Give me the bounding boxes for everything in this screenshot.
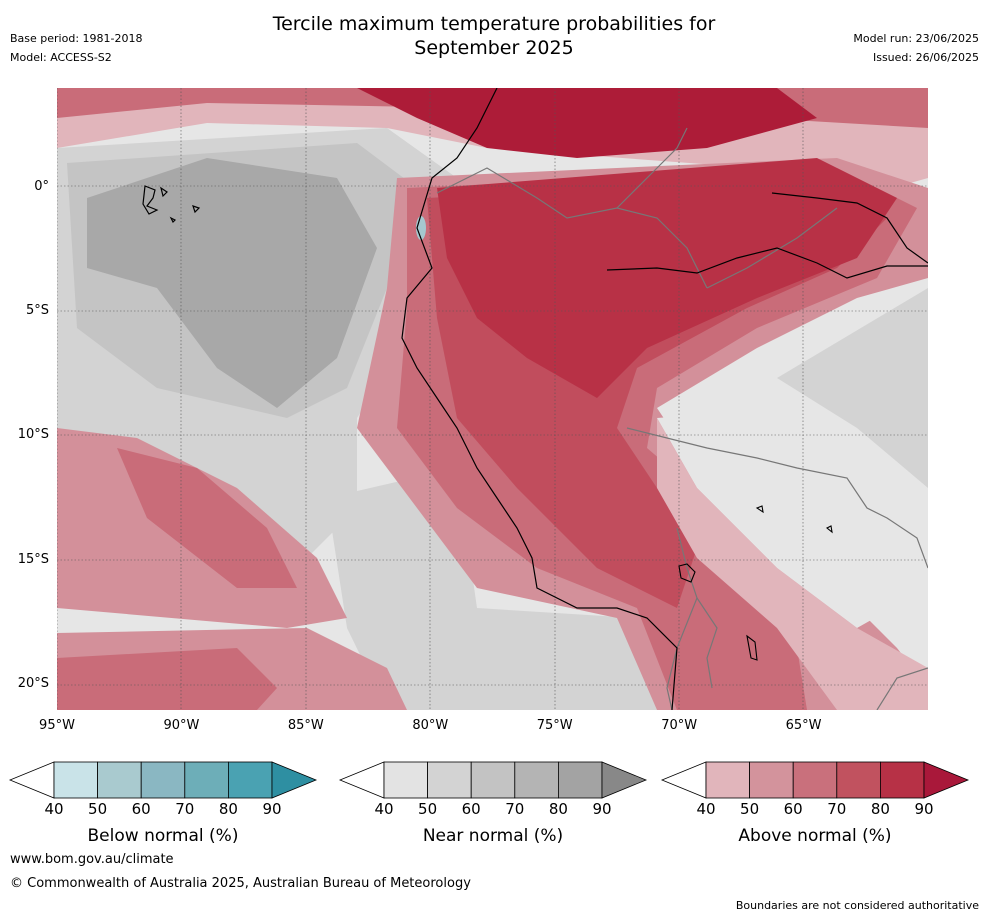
- colorbar-min-extension: [338, 761, 385, 799]
- footer-disclaimer: Boundaries are not considered authoritat…: [735, 899, 979, 912]
- colorbar-segment: [227, 761, 273, 799]
- lon-tick-label: 90°W: [163, 718, 200, 733]
- colorbar-segment: [514, 761, 559, 799]
- colorbar-tick-label: 50: [740, 800, 760, 818]
- above-normal-continent-80: [437, 158, 897, 398]
- lat-tick-label: 10°S: [17, 427, 49, 443]
- model-name: Model: ACCESS-S2: [10, 51, 112, 64]
- map-fill-layer: [57, 88, 928, 710]
- colorbar-tick-label: 40: [696, 800, 716, 818]
- colorbar-segment: [470, 761, 516, 799]
- colorbar-tick-label: 50: [88, 800, 108, 818]
- lat-tick-label: 0°: [34, 178, 49, 194]
- colorbar-tick-label: 70: [505, 800, 525, 818]
- galapagos-islands: [142, 185, 201, 224]
- colorbar-segment: [880, 761, 925, 799]
- colorbars: [8, 761, 970, 799]
- colorbar-min-extension: [8, 761, 55, 799]
- lat-tick-label: 5°S: [25, 302, 49, 318]
- graticule: [57, 88, 928, 710]
- title-line-1: Tercile maximum temperature probabilitie…: [272, 13, 716, 35]
- base-period: Base period: 1981-2018: [10, 32, 143, 45]
- colorbar-tick-label: 80: [218, 800, 238, 818]
- title-line-2: September 2025: [414, 37, 574, 59]
- probability-map: [57, 88, 928, 710]
- colorbar-segment: [792, 761, 838, 799]
- colorbar-segment: [427, 761, 472, 799]
- footer-copyright: © Commonwealth of Australia 2025, Austra…: [10, 876, 471, 891]
- colorbar-tick-label: 40: [44, 800, 64, 818]
- colorbar-tick-label: 60: [783, 800, 803, 818]
- footer-url: www.bom.gov.au/climate: [10, 852, 174, 867]
- colorbar-min-extension: [660, 761, 707, 799]
- colorbar-above-normal: [660, 761, 970, 799]
- lon-tick-label: 70°W: [661, 718, 698, 733]
- country-borders: [436, 127, 928, 710]
- near-normal-east-mid: [777, 288, 928, 488]
- above-normal-east-edge: [657, 418, 928, 710]
- colorbar-tick-label: 90: [262, 800, 282, 818]
- near-normal-zone-darkest: [87, 158, 377, 408]
- colorbar-max-extension: [923, 761, 970, 799]
- colorbar-tick-label: 90: [914, 800, 934, 818]
- colorbar-tick-label: 90: [592, 800, 612, 818]
- above-normal-south-band-inner: [57, 648, 277, 710]
- colorbar-segment: [749, 761, 794, 799]
- colorbar-segment: [97, 761, 142, 799]
- above-normal-southwest-inner: [117, 448, 297, 588]
- colorbar-label-near: Near normal (%): [422, 826, 564, 846]
- colorbar-tick-label: 70: [175, 800, 195, 818]
- lon-tick-label: 95°W: [39, 718, 75, 733]
- colorbar-tick-label: 80: [548, 800, 568, 818]
- page-title: Tercile maximum temperature probabilitie…: [0, 12, 988, 60]
- colorbar-tick-label: 60: [131, 800, 151, 818]
- lat-tick-label: 20°S: [17, 676, 49, 692]
- colorbar-label-above: Above normal (%): [738, 826, 892, 846]
- colorbar-segment: [705, 761, 750, 799]
- lat-tick-label: 15°S: [17, 551, 49, 567]
- colorbar-tick-label: 40: [374, 800, 394, 818]
- colorbar-max-extension: [271, 761, 318, 799]
- colorbar-segment: [383, 761, 428, 799]
- lakes: [678, 505, 833, 661]
- colorbar-tick-label: 80: [870, 800, 890, 818]
- colorbar-tick-label: 60: [461, 800, 481, 818]
- near-normal-zone-lower-mid: [327, 468, 657, 710]
- lon-tick-label: 65°W: [785, 718, 822, 733]
- lon-tick-label: 85°W: [287, 718, 324, 733]
- issued-date: Issued: 26/06/2025: [872, 51, 979, 64]
- colorbar-segment: [140, 761, 186, 799]
- coastline: [401, 88, 928, 710]
- colorbar-segment: [53, 761, 98, 799]
- colorbar-max-extension: [601, 761, 648, 799]
- colorbar-segment: [184, 761, 229, 799]
- colorbar-segment: [558, 761, 603, 799]
- model-run: Model run: 23/06/2025: [853, 32, 979, 45]
- colorbar-tick-label: 70: [827, 800, 847, 818]
- lon-tick-label: 75°W: [536, 718, 573, 733]
- lon-tick-label: 80°W: [412, 718, 449, 733]
- colorbar-near-normal: [338, 761, 648, 799]
- above-normal-continent-90: [357, 88, 817, 158]
- colorbar-tick-label: 50: [418, 800, 438, 818]
- colorbar-segment: [836, 761, 881, 799]
- colorbar-below-normal: [8, 761, 318, 799]
- colorbar-label-below: Below normal (%): [87, 826, 239, 846]
